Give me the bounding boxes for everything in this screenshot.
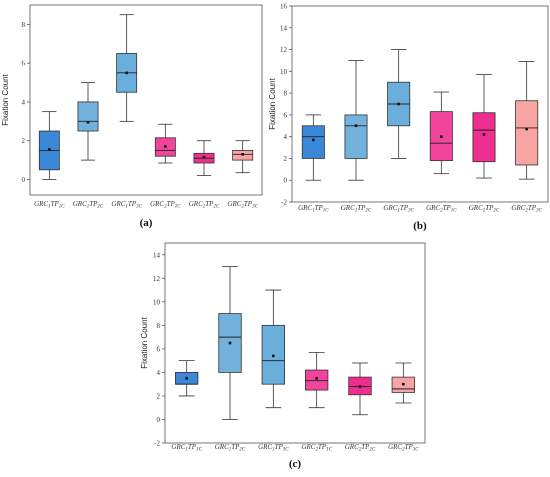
x-tick-label: GRC1TP2C: [215, 443, 246, 453]
box-mean-marker: [164, 145, 167, 148]
y-tick-label: 10: [280, 68, 288, 76]
x-tick-label: GRC2TP3C: [227, 200, 258, 210]
x-tick-label: GRC1TP3C: [258, 443, 289, 453]
panel-label: (b): [413, 220, 427, 232]
x-tick-label: GRC2TP3C: [388, 443, 419, 453]
box-mean-marker: [48, 148, 51, 151]
box-mean-marker: [312, 138, 315, 142]
y-tick-label: 4: [22, 98, 26, 106]
plot-frame: [29, 4, 263, 196]
box-iqr: [515, 100, 539, 166]
box-mean-marker: [86, 120, 90, 124]
y-tick-label: 6: [157, 345, 161, 353]
box-series: [301, 114, 325, 181]
box-series: [391, 362, 416, 404]
x-tick-label: GRC2TP2C: [189, 200, 220, 210]
y-tick-label: 0: [284, 177, 288, 185]
y-tick-label: 8: [157, 322, 161, 330]
panel-label: (a): [140, 217, 153, 229]
box-series: [348, 362, 372, 416]
chart-panel: -2 0 2 4 6 8 10 12 14 Fixation Count GRC1TP1C GRC1T…: [140, 242, 426, 470]
plot-frame: [291, 5, 549, 203]
x-tick-label: GRC1TP3C: [111, 200, 142, 210]
y-tick-label: 2: [284, 155, 288, 163]
box-series: [344, 60, 368, 181]
box-series: [174, 360, 199, 397]
box-mean-marker: [440, 135, 443, 138]
y-tick-label: 12: [153, 275, 161, 283]
box-mean-marker: [125, 71, 128, 75]
box-iqr: [472, 112, 496, 163]
box-series: [261, 289, 286, 409]
y-tick-label: 14: [153, 251, 161, 259]
y-tick-label: 6: [22, 60, 26, 68]
box-series: [38, 111, 60, 180]
x-tick-label: GRC2TP2C: [345, 443, 376, 453]
x-tick-label: GRC1TP3C: [383, 204, 414, 214]
box-series: [193, 140, 215, 177]
box-mean-marker: [354, 124, 358, 128]
box-mean-marker: [202, 155, 206, 159]
box-mean-marker: [241, 152, 244, 156]
box-series: [429, 91, 453, 175]
plot-frame: [164, 242, 426, 444]
box-series: [232, 140, 254, 174]
x-tick-label: GRC1TP1C: [34, 200, 65, 210]
chart-panel: 0 2 4 6 8 Fixation Count GRC1TP1C GRC1TP2C GRC1T…: [1, 4, 263, 229]
box-series: [387, 49, 411, 159]
box-iqr: [301, 125, 325, 159]
y-tick-label: 14: [280, 24, 288, 32]
x-tick-label: GRC2TP1C: [150, 200, 181, 210]
y-tick-label: 4: [157, 369, 161, 377]
y-axis-title: Fixation Count: [268, 77, 277, 129]
panel-label: (c): [289, 458, 302, 470]
x-tick-label: GRC2TP1C: [426, 204, 457, 214]
box-mean-marker: [525, 127, 528, 131]
box-iqr: [77, 101, 99, 132]
y-tick-label: 4: [284, 133, 288, 141]
box-mean-marker: [358, 385, 362, 388]
box-mean-marker: [397, 102, 400, 106]
x-tick-label: GRC2TP2C: [469, 204, 500, 214]
y-tick-label: 2: [22, 137, 26, 145]
box-series: [304, 352, 329, 409]
box-mean-marker: [228, 341, 232, 345]
y-tick-label: -2: [281, 199, 287, 207]
box-iqr: [304, 369, 329, 391]
y-tick-label: 0: [22, 176, 26, 184]
y-tick-label: -2: [154, 440, 160, 448]
box-mean-marker: [482, 133, 486, 136]
x-tick-label: GRC2TP3C: [511, 204, 542, 214]
y-tick-label: 12: [280, 46, 288, 54]
x-tick-label: GRC1TP2C: [341, 204, 372, 214]
box-mean-marker: [272, 354, 275, 358]
box-series: [154, 123, 176, 164]
box-iqr: [344, 114, 368, 159]
chart-panel: -2 0 2 4 6 8 10 12 14 16 Fixation Count GRC1TP1C GRC…: [268, 3, 549, 232]
y-tick-label: 6: [284, 111, 288, 119]
box-series: [77, 82, 99, 161]
box-series: [515, 61, 539, 180]
x-tick-label: GRC2TP1C: [301, 443, 332, 453]
box-mean-marker: [402, 382, 405, 386]
x-tick-label: GRC1TP1C: [298, 204, 329, 214]
y-tick-label: 10: [153, 298, 161, 306]
y-tick-label: 8: [284, 90, 288, 98]
y-axis-title: Fixation Count: [140, 316, 149, 368]
box-series: [218, 266, 242, 420]
y-tick-label: 8: [22, 21, 26, 29]
x-tick-label: GRC1TP1C: [171, 443, 202, 453]
y-tick-label: 0: [157, 416, 161, 424]
box-mean-marker: [315, 376, 318, 380]
x-tick-label: GRC1TP2C: [73, 200, 104, 210]
y-tick-label: 16: [280, 3, 288, 11]
y-axis-title: Fixation Count: [1, 73, 10, 125]
box-mean-marker: [185, 376, 188, 380]
box-series: [116, 14, 138, 122]
y-tick-label: 2: [157, 392, 161, 400]
box-series: [472, 74, 496, 179]
